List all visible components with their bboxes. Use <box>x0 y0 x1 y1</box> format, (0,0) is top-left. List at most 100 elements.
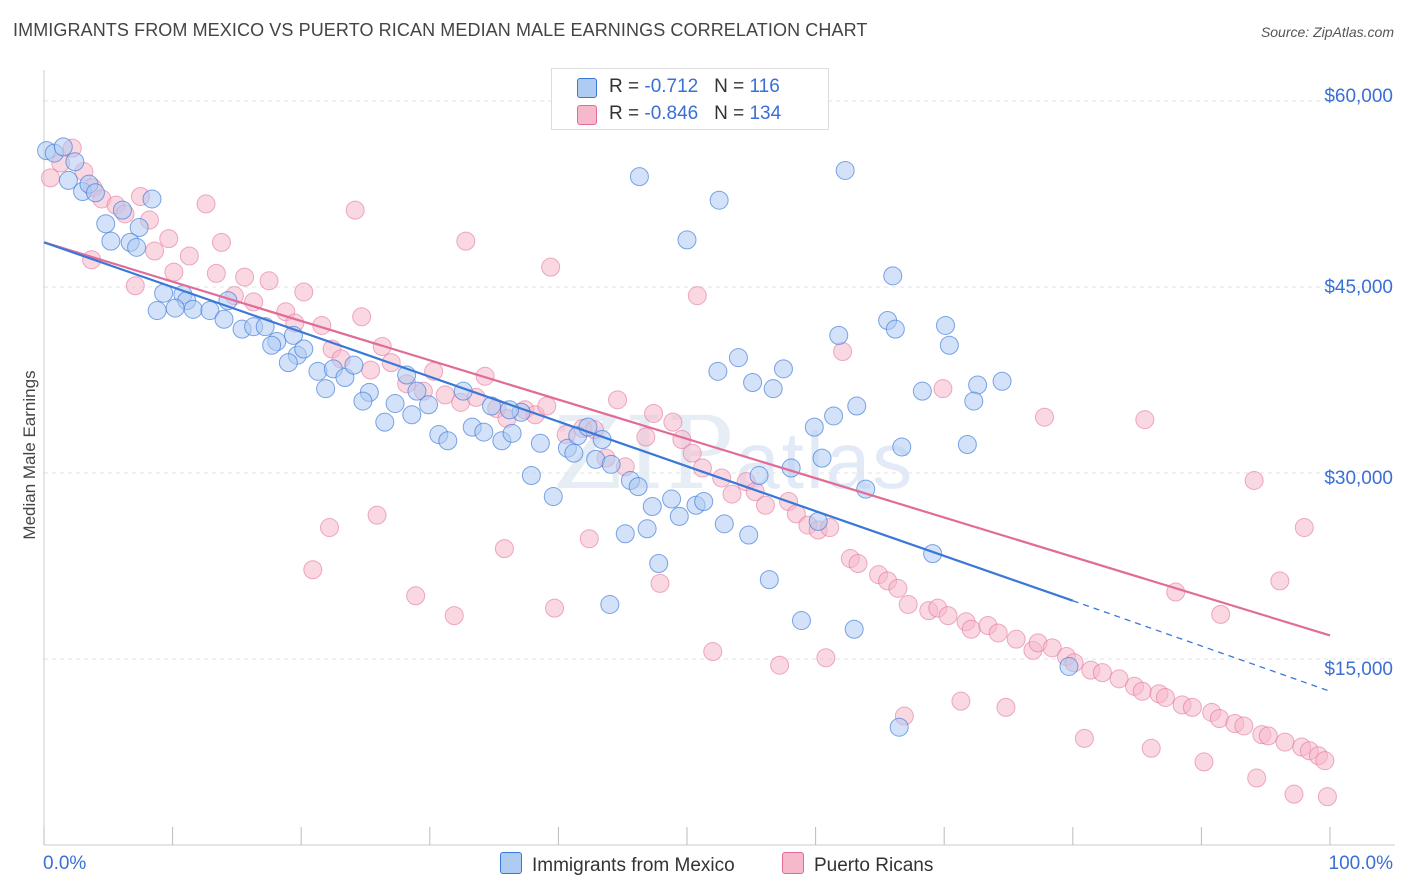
data-point-puerto-rican <box>988 623 1008 643</box>
data-point-mexico <box>58 170 78 190</box>
data-point-mexico <box>709 190 729 210</box>
data-point-mexico <box>957 434 977 454</box>
data-point-puerto-rican <box>537 396 557 416</box>
legend-n-label: N = <box>714 76 750 97</box>
data-point-puerto-rican <box>361 360 381 380</box>
data-point-mexico <box>101 231 121 251</box>
data-point-mexico <box>728 348 748 368</box>
data-point-mexico <box>708 361 728 381</box>
data-point-mexico <box>892 437 912 457</box>
data-point-puerto-rican <box>1294 518 1314 538</box>
data-point-mexico <box>601 454 621 474</box>
y-tick-label: $45,000 <box>1324 277 1393 298</box>
data-point-puerto-rican <box>294 282 314 302</box>
data-point-puerto-rican <box>770 655 790 675</box>
trend-line-mexico <box>43 241 1074 602</box>
data-point-puerto-rican <box>1042 638 1062 658</box>
data-point-mexico <box>824 406 844 426</box>
data-point-puerto-rican <box>367 505 387 525</box>
data-point-mexico <box>543 487 563 507</box>
data-point-mexico <box>142 189 162 209</box>
data-point-mexico <box>714 514 734 534</box>
data-point-puerto-rican <box>703 642 723 662</box>
data-point-puerto-rican <box>456 231 476 251</box>
data-point-puerto-rican <box>644 403 664 423</box>
data-point-mexico <box>482 396 502 416</box>
data-point-puerto-rican <box>545 598 565 618</box>
data-point-mexico <box>743 372 763 392</box>
data-point-puerto-rican <box>164 262 184 282</box>
data-point-puerto-rican <box>145 241 165 261</box>
data-point-mexico <box>992 371 1012 391</box>
data-point-mexico <box>968 375 988 395</box>
data-point-puerto-rican <box>608 390 628 410</box>
legend-label-mexico: Immigrants from Mexico <box>532 855 735 876</box>
data-point-puerto-rican <box>1194 752 1214 772</box>
data-point-puerto-rican <box>1275 732 1295 752</box>
data-point-mexico <box>85 183 105 203</box>
data-point-mexico <box>402 405 422 425</box>
data-point-mexico <box>669 506 689 526</box>
data-point-mexico <box>844 619 864 639</box>
data-point-puerto-rican <box>259 271 279 291</box>
data-point-puerto-rican <box>303 560 323 580</box>
data-point-mexico <box>129 217 149 237</box>
data-point-mexico <box>694 492 714 512</box>
legend-label-puerto-ricans: Puerto Ricans <box>814 855 934 876</box>
data-point-mexico <box>804 417 824 437</box>
data-point-mexico <box>749 465 769 485</box>
data-point-mexico <box>883 266 903 286</box>
bottom-legend-puerto-ricans: Puerto Ricans <box>782 852 933 877</box>
data-point-puerto-rican <box>345 200 365 220</box>
data-point-puerto-rican <box>951 691 971 711</box>
data-point-puerto-rican <box>961 619 981 639</box>
data-point-mexico <box>739 525 759 545</box>
data-point-mexico <box>407 381 427 401</box>
data-point-mexico <box>677 230 697 250</box>
data-point-mexico <box>214 309 234 329</box>
y-tick-label: $30,000 <box>1324 468 1393 489</box>
data-point-mexico <box>316 379 336 399</box>
data-point-mexico <box>53 137 73 157</box>
data-point-mexico <box>615 524 635 544</box>
data-point-puerto-rican <box>444 606 464 626</box>
data-point-mexico <box>278 353 298 373</box>
data-point-puerto-rican <box>636 427 656 447</box>
x-tick-label-max: 100.0% <box>1328 853 1393 874</box>
data-point-puerto-rican <box>406 586 426 606</box>
data-point-mexico <box>183 299 203 319</box>
data-point-puerto-rican <box>1270 571 1290 591</box>
data-point-mexico <box>564 443 584 463</box>
trend-line-puerto-ricans <box>43 241 1331 637</box>
x-tick-label-min: 0.0% <box>43 853 87 874</box>
data-point-puerto-rican <box>650 573 670 593</box>
data-point-puerto-rican <box>1155 687 1175 707</box>
data-point-mexico <box>294 339 314 359</box>
data-point-puerto-rican <box>1035 407 1055 427</box>
data-point-mexico <box>578 417 598 437</box>
data-point-mexico <box>812 448 832 468</box>
data-point-mexico <box>889 717 909 737</box>
legend-swatch-blue <box>500 852 522 874</box>
data-point-mexico <box>600 594 620 614</box>
data-point-puerto-rican <box>206 263 226 283</box>
data-point-mexico <box>939 335 959 355</box>
data-point-mexico <box>856 479 876 499</box>
data-point-mexico <box>662 489 682 509</box>
data-point-puerto-rican <box>1132 681 1152 701</box>
data-point-mexico <box>935 315 955 335</box>
data-point-mexico <box>912 381 932 401</box>
axes <box>43 70 1395 846</box>
data-point-mexico <box>763 379 783 399</box>
data-point-mexico <box>112 200 132 220</box>
data-point-mexico <box>474 422 494 442</box>
data-point-puerto-rican <box>1247 768 1267 788</box>
data-point-puerto-rican <box>816 648 836 668</box>
data-point-mexico <box>353 391 373 411</box>
data-point-mexico <box>502 423 522 443</box>
data-point-puerto-rican <box>687 286 707 306</box>
data-point-mexico <box>530 433 550 453</box>
data-point-mexico <box>65 152 85 172</box>
data-point-mexico <box>964 391 984 411</box>
